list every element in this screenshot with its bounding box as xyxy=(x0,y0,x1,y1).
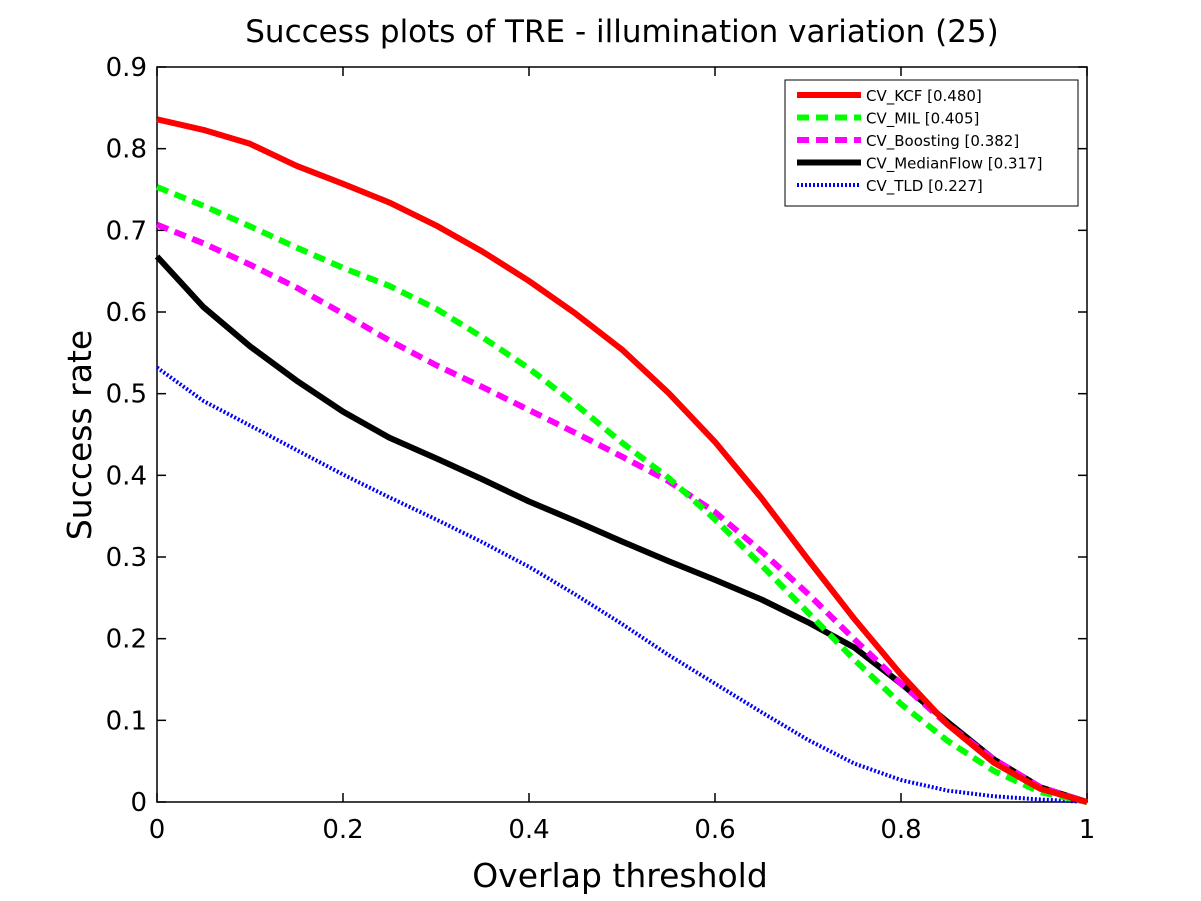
x-tick-label: 0.6 xyxy=(694,815,735,845)
x-tick-label: 0 xyxy=(149,815,166,845)
legend-label: CV_KCF [0.480] xyxy=(866,87,982,106)
x-axis-label: Overlap threshold xyxy=(472,856,768,895)
y-tick-label: 0.4 xyxy=(106,461,147,491)
y-tick-label: 0.6 xyxy=(106,298,147,328)
y-tick-label: 0 xyxy=(130,788,147,818)
y-tick-label: 0.1 xyxy=(106,706,147,736)
x-tick-label: 1 xyxy=(1079,815,1096,845)
y-axis-label: Success rate xyxy=(60,330,99,540)
series-line-0 xyxy=(156,116,1088,805)
chart-title: Success plots of TRE - illumination vari… xyxy=(245,14,999,50)
x-tick-label: 0.8 xyxy=(880,815,921,845)
y-axis: 0 0.1 0.2 0.3 0.4 0.5 0.6 0.7 0.8 0.9 xyxy=(106,53,1087,818)
y-tick-label: 0.5 xyxy=(106,380,147,410)
x-tick-label: 0.2 xyxy=(322,815,363,845)
y-tick-label: 0.8 xyxy=(106,135,147,165)
legend-label: CV_MedianFlow [0.317] xyxy=(866,155,1042,174)
x-tick-label: 0.4 xyxy=(508,815,549,845)
plot-area-frame xyxy=(156,66,1088,803)
y-tick-label: 0.2 xyxy=(106,625,147,655)
legend-label: CV_MIL [0.405] xyxy=(866,110,979,129)
series-line-4 xyxy=(155,365,1088,804)
x-axis: 0 0.2 0.4 0.6 0.8 1 xyxy=(149,67,1096,845)
legend-label: CV_Boosting [0.382] xyxy=(866,132,1019,151)
series-line-1 xyxy=(155,184,1088,805)
series-lines xyxy=(154,116,1088,805)
legend: CV_KCF [0.480] CV_MIL [0.405] CV_Boosting … xyxy=(784,79,1079,207)
legend-label: CV_TLD [0.227] xyxy=(866,177,983,196)
y-tick-label: 0.9 xyxy=(106,53,147,83)
y-tick-label: 0.3 xyxy=(106,543,147,573)
y-tick-label: 0.7 xyxy=(106,216,147,246)
